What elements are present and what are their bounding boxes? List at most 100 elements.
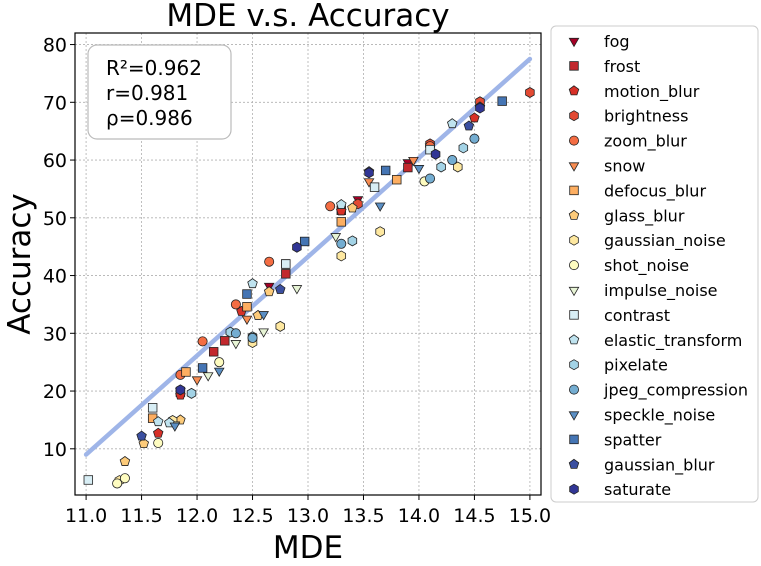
x-axis-ticks: 11.0 11.5 12.0 12.5 13.0 13.5 14.0 14.5 15.0 — [65, 495, 551, 527]
legend-label: contrast — [604, 306, 670, 325]
data-point — [241, 315, 253, 326]
legend-item-impulse-noise: impulse_noise — [568, 281, 718, 301]
data-point — [336, 217, 346, 227]
data-point — [258, 328, 269, 338]
legend-item-gaussian-noise: gaussian_noise — [569, 231, 726, 251]
legend-item-glass-blur: glass_blur — [568, 206, 685, 226]
legend-marker — [569, 260, 580, 271]
legend-item-saturate: saturate — [569, 480, 671, 499]
x-tick-label: 13.5 — [342, 505, 384, 527]
legend-marker — [569, 483, 579, 495]
data-point — [458, 142, 469, 154]
stat-r2: R²=0.962 — [106, 56, 202, 80]
series-jpeg-compression — [230, 133, 480, 343]
data-point — [447, 118, 458, 129]
x-tick-label: 12.5 — [231, 505, 273, 527]
legend-label: glass_blur — [604, 206, 685, 226]
data-point — [275, 320, 285, 332]
y-tick-label: 70 — [43, 92, 67, 114]
legend-label: fog — [604, 32, 630, 51]
data-point — [292, 241, 302, 253]
legend-marker — [568, 286, 580, 297]
y-tick-label: 10 — [43, 439, 67, 461]
data-point — [247, 278, 258, 289]
legend-label: pixelate — [604, 356, 668, 375]
data-point — [275, 283, 286, 294]
data-point — [258, 311, 269, 321]
legend-marker — [568, 37, 580, 48]
legend-label: zoom_blur — [604, 132, 687, 152]
data-point — [525, 87, 535, 98]
data-point — [191, 376, 203, 386]
legend-item-elastic-transform: elastic_transform — [568, 331, 742, 351]
legend-marker — [568, 162, 580, 172]
legend-item-frost: frost — [569, 57, 640, 76]
legend-label: jpeg_compression — [603, 381, 748, 401]
data-point — [347, 202, 358, 213]
legend-marker — [568, 85, 580, 96]
legend-marker — [568, 334, 580, 345]
legend-label: frost — [604, 57, 640, 76]
stats-box: R²=0.962 r=0.981 ρ=0.986 — [87, 44, 232, 140]
data-point — [430, 148, 441, 160]
data-point — [175, 384, 186, 396]
data-point — [152, 416, 164, 427]
data-point — [197, 363, 208, 373]
legend-label: impulse_noise — [604, 281, 718, 301]
series-elastic-transform — [152, 118, 458, 428]
data-point — [436, 161, 446, 173]
y-tick-label: 20 — [43, 381, 67, 403]
x-tick-label: 13.0 — [287, 505, 329, 527]
legend-marker — [568, 209, 580, 220]
data-point — [208, 347, 219, 357]
data-point — [119, 456, 131, 466]
legend-label: elastic_transform — [604, 331, 742, 351]
y-tick-label: 30 — [43, 323, 67, 345]
series-defocus-blur — [147, 174, 402, 423]
legend-marker — [569, 185, 579, 196]
legend-marker — [568, 458, 580, 469]
data-point — [408, 156, 419, 167]
data-points — [83, 87, 535, 489]
data-point — [119, 473, 130, 484]
data-point — [347, 235, 358, 247]
data-point — [330, 233, 342, 243]
data-point — [403, 162, 413, 173]
data-point — [469, 133, 480, 144]
data-point — [263, 286, 275, 297]
series-spatter — [197, 96, 507, 373]
data-point — [197, 336, 208, 347]
legend-item-contrast: contrast — [569, 306, 670, 325]
grid — [75, 33, 541, 495]
data-point — [413, 165, 425, 175]
series-gaussian-noise — [114, 161, 463, 487]
data-point — [291, 285, 303, 295]
series-impulse-noise — [169, 233, 342, 431]
y-tick-label: 80 — [43, 35, 67, 57]
data-point — [380, 165, 391, 176]
data-point — [230, 299, 241, 310]
data-point — [336, 238, 347, 249]
legend-item-shot-noise: shot_noise — [569, 256, 689, 276]
x-tick-label: 14.5 — [453, 505, 495, 527]
x-axis-label: MDE — [273, 530, 343, 566]
x-tick-label: 12.0 — [176, 505, 218, 527]
legend-label: saturate — [604, 480, 671, 499]
series-pixelate — [186, 142, 469, 399]
legend-label: gaussian_noise — [604, 231, 726, 251]
data-point — [112, 478, 123, 489]
data-point — [264, 256, 275, 267]
stat-rho: ρ=0.986 — [106, 106, 193, 130]
series-shot-noise — [112, 176, 430, 489]
legend-marker — [569, 359, 579, 371]
data-point — [169, 422, 181, 432]
data-point — [230, 328, 241, 339]
legend-marker — [569, 135, 580, 146]
data-point — [364, 167, 374, 179]
data-point — [374, 202, 386, 212]
y-axis-label: Accuracy — [2, 193, 38, 335]
data-point — [136, 430, 147, 441]
x-tick-label: 14.0 — [398, 505, 440, 527]
legend-frame — [550, 25, 759, 503]
data-point — [247, 332, 258, 343]
